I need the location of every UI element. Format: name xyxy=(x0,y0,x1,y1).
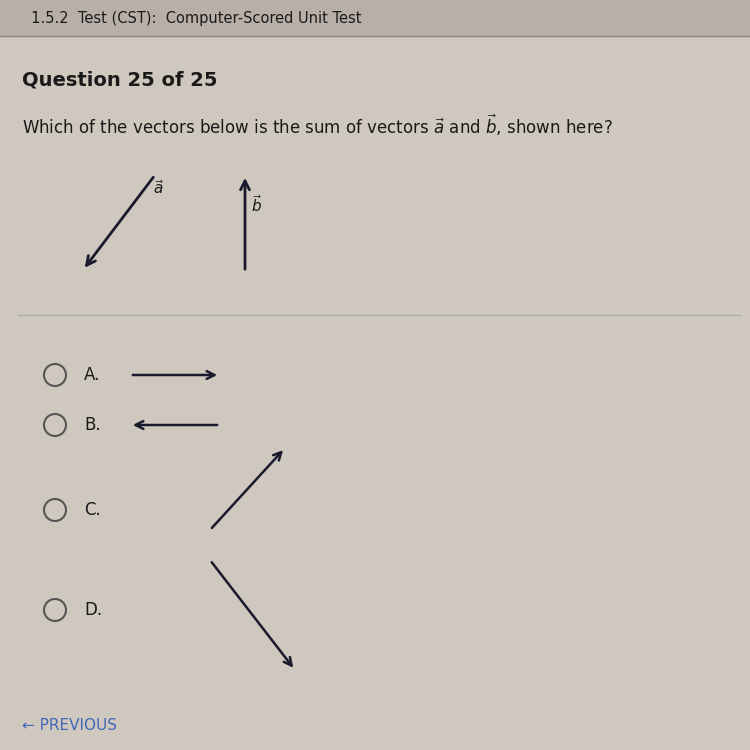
Text: Which of the vectors below is the sum of vectors $\vec{a}$ and $\vec{b}$, shown : Which of the vectors below is the sum of… xyxy=(22,112,613,138)
Text: 1.5.2  Test (CST):  Computer-Scored Unit Test: 1.5.2 Test (CST): Computer-Scored Unit T… xyxy=(22,10,361,26)
Bar xyxy=(0,0,750,36)
Text: C.: C. xyxy=(84,501,100,519)
Text: Question 25 of 25: Question 25 of 25 xyxy=(22,70,217,89)
Text: $\vec{b}$: $\vec{b}$ xyxy=(251,194,262,215)
Text: D.: D. xyxy=(84,601,102,619)
Text: $\vec{a}$: $\vec{a}$ xyxy=(153,179,164,197)
Text: ← PREVIOUS: ← PREVIOUS xyxy=(22,718,117,733)
Text: B.: B. xyxy=(84,416,100,434)
Text: A.: A. xyxy=(84,366,100,384)
